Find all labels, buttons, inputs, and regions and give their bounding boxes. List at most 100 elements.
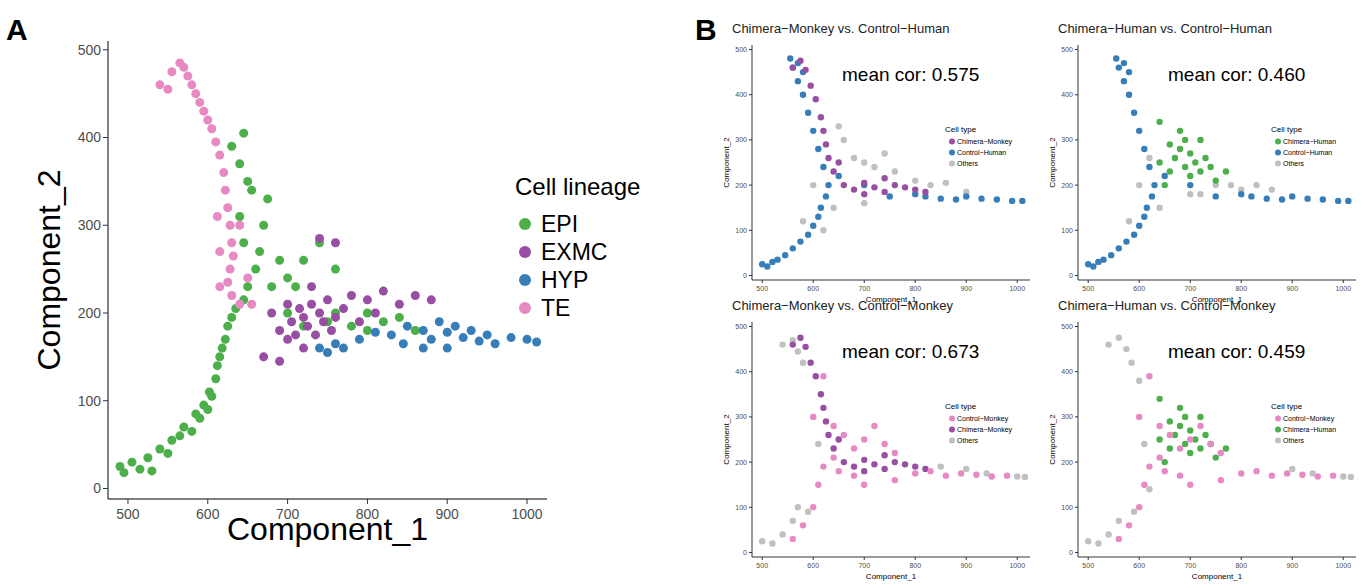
x-tick bbox=[1190, 557, 1191, 560]
point bbox=[195, 98, 204, 107]
point bbox=[1320, 196, 1326, 202]
point bbox=[311, 330, 320, 339]
series-0 bbox=[1126, 155, 1275, 225]
point bbox=[427, 335, 436, 344]
point bbox=[283, 300, 292, 309]
point bbox=[861, 457, 867, 463]
point bbox=[871, 423, 877, 429]
point bbox=[790, 341, 796, 347]
y-tick bbox=[749, 507, 752, 508]
point bbox=[1113, 55, 1119, 61]
point bbox=[790, 64, 796, 70]
series-0 bbox=[759, 337, 1028, 547]
point bbox=[1123, 346, 1129, 352]
x-tick-label: 900 bbox=[1286, 285, 1298, 292]
y-tick bbox=[749, 326, 752, 327]
point bbox=[347, 291, 356, 300]
chart-3: Chimera−Monkey vs. Control−Monkey5006007… bbox=[722, 298, 1030, 581]
point bbox=[371, 308, 380, 317]
point bbox=[1197, 168, 1203, 174]
point bbox=[841, 459, 847, 465]
point bbox=[155, 80, 164, 89]
point bbox=[1136, 414, 1142, 420]
point bbox=[1330, 472, 1336, 478]
point bbox=[881, 189, 887, 195]
point bbox=[1141, 481, 1147, 487]
legend-swatch bbox=[949, 438, 955, 444]
plot-area bbox=[759, 335, 1028, 547]
legend: Cell typeChimera−MonkeyControl−HumanOthe… bbox=[945, 125, 1013, 167]
point bbox=[167, 67, 176, 76]
point bbox=[226, 221, 235, 230]
series-1 bbox=[1156, 396, 1229, 466]
y-tick-label: 200 bbox=[735, 459, 747, 466]
point bbox=[255, 247, 264, 256]
y-tick bbox=[1075, 49, 1078, 50]
point bbox=[861, 191, 867, 197]
y-tick-label: 200 bbox=[78, 305, 102, 321]
series-0 bbox=[1085, 335, 1354, 547]
point bbox=[1141, 146, 1147, 152]
x-tick bbox=[1343, 557, 1344, 560]
point bbox=[267, 308, 276, 317]
point bbox=[836, 468, 842, 474]
y-tick-label: 100 bbox=[1061, 504, 1073, 511]
point bbox=[243, 177, 252, 186]
point bbox=[283, 335, 292, 344]
x-axis-title: Component_1 bbox=[1192, 572, 1243, 581]
point bbox=[355, 335, 364, 344]
point bbox=[1218, 450, 1224, 456]
series-1 bbox=[759, 55, 1026, 269]
x-tick-label: 600 bbox=[1133, 285, 1145, 292]
point bbox=[331, 238, 340, 247]
x-tick-label: 900 bbox=[960, 285, 972, 292]
point bbox=[523, 335, 532, 344]
point bbox=[943, 472, 949, 478]
point bbox=[1335, 198, 1341, 204]
point bbox=[1141, 441, 1147, 447]
point bbox=[1213, 177, 1219, 183]
y-tick-label: 100 bbox=[1061, 227, 1073, 234]
point bbox=[243, 282, 252, 291]
y-tick-label: 500 bbox=[1061, 46, 1073, 53]
point bbox=[355, 317, 364, 326]
point bbox=[379, 317, 388, 326]
point bbox=[1177, 423, 1183, 429]
point bbox=[861, 200, 867, 206]
x-tick bbox=[1241, 280, 1242, 283]
point bbox=[818, 114, 824, 120]
point bbox=[1182, 414, 1188, 420]
x-tick-label: 600 bbox=[807, 562, 819, 569]
legend-swatch bbox=[1275, 416, 1281, 422]
x-tick-label: 1000 bbox=[1009, 562, 1025, 569]
point bbox=[211, 374, 220, 383]
point bbox=[790, 245, 796, 251]
point bbox=[871, 184, 877, 190]
point bbox=[1128, 359, 1134, 365]
point bbox=[229, 251, 238, 260]
series-2 bbox=[1116, 373, 1337, 542]
y-tick bbox=[103, 312, 108, 313]
point bbox=[1202, 432, 1208, 438]
point bbox=[203, 405, 212, 414]
point bbox=[1156, 159, 1162, 165]
panel-label: B bbox=[695, 13, 717, 46]
y-tick bbox=[749, 94, 752, 95]
point bbox=[805, 110, 811, 116]
annotation: mean cor: 0.459 bbox=[1168, 341, 1305, 362]
legend-label: HYP bbox=[541, 267, 588, 293]
point bbox=[1213, 454, 1219, 460]
point bbox=[861, 159, 867, 165]
point bbox=[790, 518, 796, 524]
point bbox=[1146, 463, 1152, 469]
point bbox=[207, 124, 216, 133]
y-tick bbox=[1075, 230, 1078, 231]
x-axis-line bbox=[752, 280, 1030, 281]
point bbox=[459, 333, 468, 342]
point bbox=[1253, 468, 1259, 474]
point bbox=[1202, 155, 1208, 161]
point bbox=[419, 344, 428, 353]
point bbox=[1187, 191, 1193, 197]
y-tick bbox=[749, 49, 752, 50]
point bbox=[805, 509, 811, 515]
